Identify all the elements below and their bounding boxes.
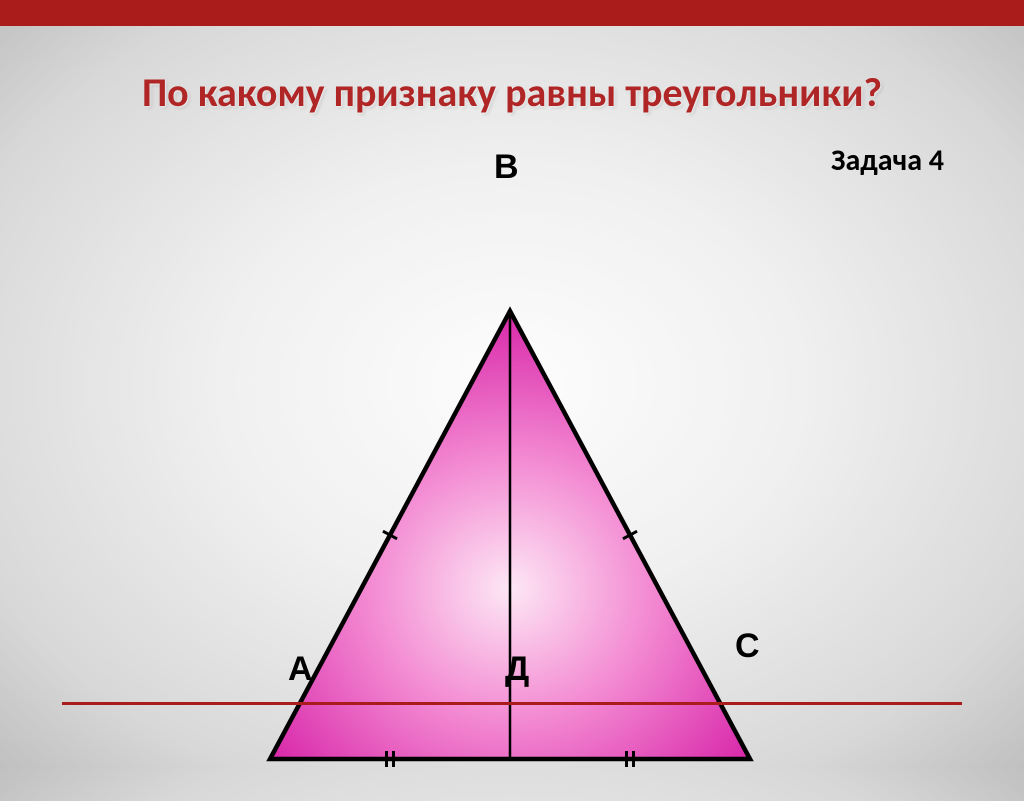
triangle-svg xyxy=(230,281,790,801)
slide-title: По какому признаку равны треугольники? xyxy=(0,68,1024,117)
task-number-label: Задача 4 xyxy=(831,142,944,179)
vertex-label-c: С xyxy=(735,627,760,666)
vertex-label-d: Д xyxy=(505,650,529,689)
slide-top-bar xyxy=(0,0,1024,26)
slide-underline xyxy=(62,702,962,705)
vertex-label-a: А xyxy=(288,650,313,689)
vertex-label-b: В xyxy=(494,148,519,187)
